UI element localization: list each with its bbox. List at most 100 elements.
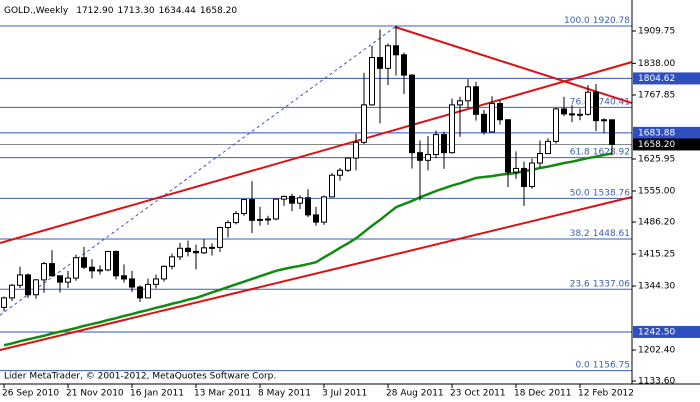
fib-value: 1920.78 — [593, 16, 630, 26]
candle-body — [481, 113, 487, 133]
fib-value: 1538.76 — [593, 188, 630, 198]
y-tick-label: 1415.25 — [638, 250, 675, 260]
y-tick-label: 1344.30 — [638, 282, 675, 292]
candle-body — [441, 134, 447, 154]
candle-body — [217, 227, 223, 248]
price-level-box — [633, 72, 700, 85]
x-tick-label: 3 Jul 2011 — [322, 389, 367, 399]
price-level-label: 1683.88 — [638, 128, 675, 138]
candle-body — [321, 196, 327, 223]
candle-body — [409, 74, 415, 154]
candle-body — [153, 278, 159, 285]
candle-body — [225, 222, 231, 229]
candle-body — [337, 169, 343, 176]
fib-value: 1628.92 — [593, 147, 630, 157]
header-price: 1713.30 — [117, 6, 154, 16]
fib-label: 38.2 1448.61 — [570, 228, 630, 238]
candle-body — [457, 100, 463, 106]
candle-body — [97, 269, 103, 272]
trend-line — [0, 61, 633, 244]
candle-body — [73, 257, 79, 279]
y-tick-label: 1133.60 — [638, 377, 675, 387]
candle-body — [17, 274, 23, 286]
fib-level: 38.2 — [570, 228, 590, 238]
candle-body — [553, 108, 559, 142]
x-tick-label: 23 Oct 2011 — [450, 389, 506, 399]
candle-body — [561, 108, 567, 115]
candle-body — [329, 174, 335, 198]
header-price: 1634.44 — [159, 6, 196, 16]
price-level-label: 1804.62 — [638, 74, 675, 84]
trend-line — [0, 196, 633, 352]
fib-level: 0.0 — [575, 360, 590, 370]
candle-body — [497, 103, 503, 121]
x-tick-label: 18 Dec 2011 — [514, 389, 572, 399]
candle-body — [129, 278, 135, 288]
candle-body — [369, 57, 375, 106]
candle-body — [177, 247, 183, 258]
candle-body — [585, 91, 591, 115]
candle-body — [161, 265, 167, 280]
candle-body — [417, 152, 423, 161]
candle-body — [105, 250, 111, 271]
candle-body — [545, 140, 551, 155]
candle-body — [249, 199, 255, 221]
candle-body — [401, 54, 407, 76]
y-tick-label: 1838.00 — [638, 59, 675, 69]
candle-body — [265, 218, 271, 221]
candle-body — [577, 113, 583, 116]
candle-body — [601, 119, 607, 122]
candle-body — [25, 274, 31, 296]
fib-value: 1156.75 — [593, 360, 630, 370]
y-tick-label: 1625.95 — [638, 155, 675, 165]
y-tick-label: 1486.20 — [638, 218, 675, 228]
price-level-box — [633, 126, 700, 139]
candle-body — [289, 195, 295, 204]
price-level-label: 1242.50 — [638, 327, 675, 337]
candle-body — [297, 197, 303, 204]
y-tick-label: 1909.75 — [638, 27, 675, 37]
candle-body — [473, 86, 479, 115]
fib-label: 100.0 1920.78 — [564, 16, 630, 26]
candle-body — [113, 250, 119, 277]
x-tick-label: 12 Feb 2012 — [578, 389, 634, 399]
candle-body — [361, 104, 367, 143]
fib-level: 61.8 — [570, 147, 590, 157]
candle-body — [169, 256, 175, 267]
candle-body — [89, 266, 95, 272]
x-tick-label: 8 May 2011 — [258, 389, 311, 399]
candle-body — [1, 297, 7, 308]
candle-body — [345, 157, 351, 171]
x-tick-label: 26 Sep 2010 — [2, 389, 59, 399]
fib-level: 23.6 — [570, 279, 590, 289]
candle-body — [273, 198, 279, 220]
fib-label: 61.8 1628.92 — [570, 147, 630, 157]
candle-body — [33, 279, 39, 296]
candle-body — [569, 113, 575, 116]
candle-body — [537, 153, 543, 164]
candle-body — [465, 86, 471, 102]
moving-average — [3, 152, 613, 347]
candle-body — [185, 247, 191, 252]
header: GOLD.,Weekly 1712.90 1713.30 1634.44 1658.20 — [4, 6, 237, 16]
candle-body — [505, 119, 511, 173]
fib-level: 76.4 — [570, 97, 590, 107]
candle-body — [121, 275, 127, 280]
fib-label: 76.4 1740.41 — [570, 97, 630, 107]
fib-level: 50.0 — [570, 188, 590, 198]
candle-body — [41, 263, 47, 281]
fib-value: 1337.06 — [593, 279, 630, 289]
x-tick-label: 16 Jan 2011 — [130, 389, 184, 399]
candle-body — [201, 247, 207, 254]
fib-value: 1448.61 — [593, 228, 630, 238]
candle-body — [257, 218, 263, 221]
candle-body — [137, 286, 143, 299]
header-price: 1712.90 — [76, 6, 113, 16]
candle-body — [489, 103, 495, 133]
trend-line — [394, 26, 633, 105]
candle-body — [529, 162, 535, 187]
candle-body — [521, 167, 527, 187]
candle-body — [9, 284, 15, 299]
